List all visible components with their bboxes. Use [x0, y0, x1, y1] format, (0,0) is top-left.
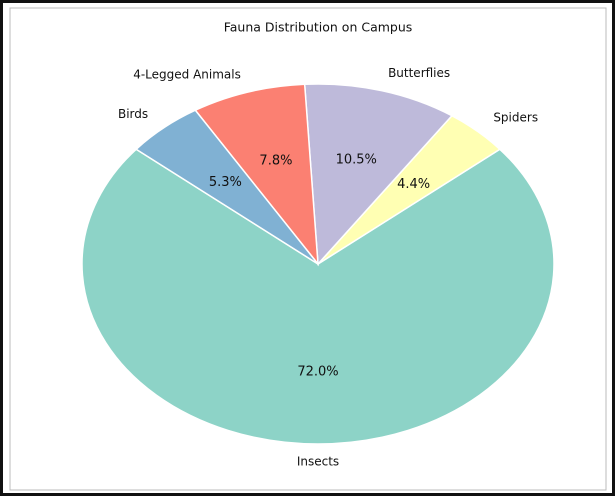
slice-percent: 5.3% — [209, 175, 242, 190]
plot-frame — [9, 7, 607, 491]
slice-percent: 10.5% — [336, 153, 377, 168]
slice-label: Spiders — [493, 110, 538, 124]
slice-percent: 72.0% — [297, 365, 338, 380]
pie-slice — [134, 109, 319, 265]
slice-percent: 4.4% — [397, 177, 430, 192]
pie-slice — [303, 83, 454, 266]
slice-percent: 7.8% — [259, 153, 292, 168]
chart-title: Fauna Distribution on Campus — [224, 20, 413, 35]
slice-label: 4-Legged Animals — [133, 67, 241, 81]
pie-slice — [194, 83, 319, 267]
slice-label: Birds — [118, 107, 148, 121]
slice-label: Butterflies — [388, 66, 450, 80]
slice-label: Insects — [297, 455, 339, 469]
pie-slice — [81, 148, 555, 445]
